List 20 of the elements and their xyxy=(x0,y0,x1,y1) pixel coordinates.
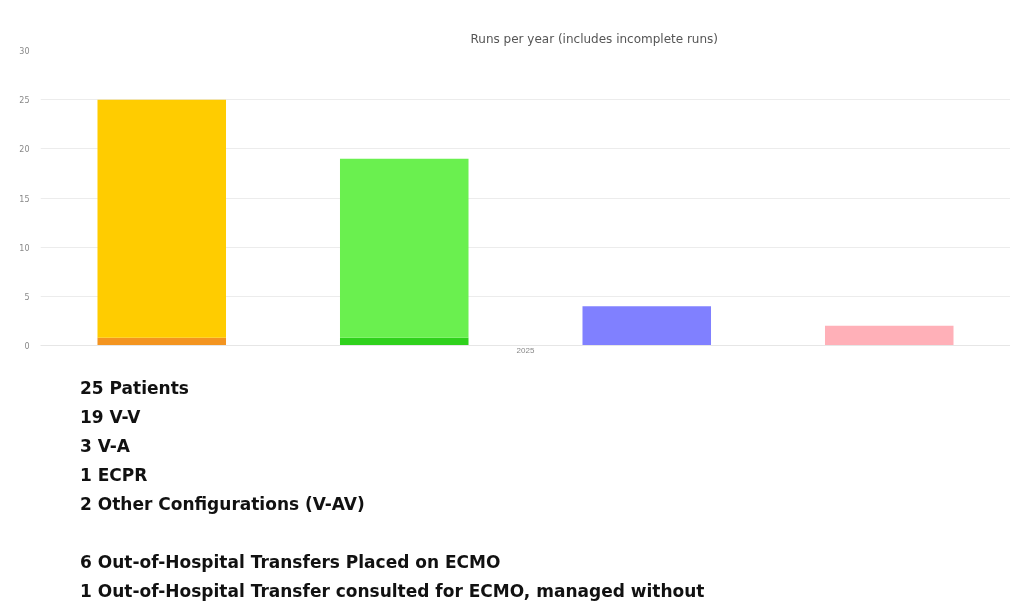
bar xyxy=(824,325,954,346)
text: 1 Out-of-Hospital Transfer consulted for ECMO, managed without xyxy=(80,580,705,603)
text: 19 V-V xyxy=(80,406,142,429)
y-tick-label: 5 xyxy=(24,292,30,302)
y-tick-label: 10 xyxy=(19,243,30,253)
text: 25 Patients xyxy=(80,377,190,400)
text: 3 V-A xyxy=(80,435,131,458)
text: 1 ECPR xyxy=(80,464,149,487)
y-tick-label: 25 xyxy=(19,96,30,106)
y-tick-label: 15 xyxy=(19,194,30,204)
x-axis-title: 2025 xyxy=(516,345,535,355)
bar xyxy=(97,99,227,338)
text: 2 Other Configurations (V-AV) xyxy=(80,493,366,516)
y-tick-label: 20 xyxy=(19,145,30,155)
y-tick-label: 30 xyxy=(19,47,30,56)
bar xyxy=(582,306,712,346)
chart-title: Runs per year (includes incomplete runs) xyxy=(470,31,719,46)
text: 6 Out-of-Hospital Transfers Placed on ECMO xyxy=(80,551,502,574)
bar xyxy=(339,158,469,338)
y-tick-label: 0 xyxy=(24,342,30,351)
